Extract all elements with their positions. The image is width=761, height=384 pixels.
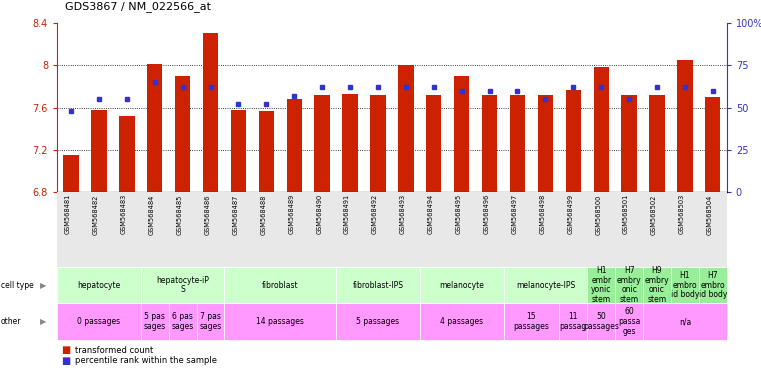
Text: hepatocyte: hepatocyte bbox=[78, 281, 120, 290]
Text: n/a: n/a bbox=[679, 317, 691, 326]
Bar bbox=[677, 60, 693, 192]
Text: H1
embr
yonic
stem: H1 embr yonic stem bbox=[591, 266, 611, 304]
Text: GSM568484: GSM568484 bbox=[148, 194, 154, 235]
Bar bbox=[371, 95, 386, 192]
Text: ▶: ▶ bbox=[40, 317, 46, 326]
Bar bbox=[482, 95, 497, 192]
Text: GSM568481: GSM568481 bbox=[65, 194, 71, 235]
Text: ▶: ▶ bbox=[40, 281, 46, 290]
Text: GSM568492: GSM568492 bbox=[372, 194, 378, 235]
Text: 5 pas
sages: 5 pas sages bbox=[144, 312, 166, 331]
Text: percentile rank within the sample: percentile rank within the sample bbox=[75, 356, 217, 366]
Text: GSM568503: GSM568503 bbox=[679, 194, 685, 235]
Text: GSM568493: GSM568493 bbox=[400, 194, 406, 234]
Bar bbox=[538, 95, 553, 192]
Text: melanocyte-IPS: melanocyte-IPS bbox=[516, 281, 575, 290]
Text: GSM568490: GSM568490 bbox=[316, 194, 322, 235]
Text: H1
embro
id body: H1 embro id body bbox=[670, 271, 699, 299]
Text: GSM568495: GSM568495 bbox=[456, 194, 462, 235]
Bar bbox=[259, 111, 274, 192]
Bar bbox=[314, 95, 330, 192]
Text: hepatocyte-iP
S: hepatocyte-iP S bbox=[156, 276, 209, 295]
Text: GSM568496: GSM568496 bbox=[483, 194, 489, 235]
Text: GSM568502: GSM568502 bbox=[651, 194, 657, 235]
Bar bbox=[649, 95, 664, 192]
Text: GSM568486: GSM568486 bbox=[205, 194, 211, 235]
Text: GSM568504: GSM568504 bbox=[707, 194, 713, 235]
Bar bbox=[398, 65, 413, 192]
Text: 4 passages: 4 passages bbox=[440, 317, 483, 326]
Text: 0 passages: 0 passages bbox=[78, 317, 120, 326]
Bar bbox=[622, 95, 637, 192]
Text: fibroblast: fibroblast bbox=[262, 281, 298, 290]
Bar bbox=[231, 109, 246, 192]
Text: melanocyte: melanocyte bbox=[439, 281, 484, 290]
Text: GSM568487: GSM568487 bbox=[232, 194, 238, 235]
Bar bbox=[203, 33, 218, 192]
Text: GSM568498: GSM568498 bbox=[540, 194, 546, 235]
Text: GSM568489: GSM568489 bbox=[288, 194, 295, 235]
Bar bbox=[510, 95, 525, 192]
Text: 5 passages: 5 passages bbox=[356, 317, 400, 326]
Bar bbox=[594, 67, 609, 192]
Bar bbox=[565, 89, 581, 192]
Text: GSM568499: GSM568499 bbox=[567, 194, 573, 234]
Text: 14 passages: 14 passages bbox=[256, 317, 304, 326]
Bar bbox=[175, 76, 190, 192]
Text: H7
embro
id body: H7 embro id body bbox=[699, 271, 727, 299]
Text: GSM568482: GSM568482 bbox=[93, 194, 99, 235]
Text: ■: ■ bbox=[61, 345, 70, 355]
Text: 15
passages: 15 passages bbox=[514, 312, 549, 331]
Text: GSM568491: GSM568491 bbox=[344, 194, 350, 234]
Text: 60
passa
ges: 60 passa ges bbox=[618, 308, 640, 336]
Text: GSM568488: GSM568488 bbox=[260, 194, 266, 235]
Text: H9
embry
onic
stem: H9 embry onic stem bbox=[645, 266, 670, 304]
Bar bbox=[91, 109, 107, 192]
Text: GSM568501: GSM568501 bbox=[623, 194, 629, 235]
Text: GSM568485: GSM568485 bbox=[177, 194, 183, 235]
Bar bbox=[147, 64, 162, 192]
Text: 50
passages: 50 passages bbox=[583, 312, 619, 331]
Text: GSM568500: GSM568500 bbox=[595, 194, 601, 235]
Text: GSM568497: GSM568497 bbox=[511, 194, 517, 235]
Text: 7 pas
sages: 7 pas sages bbox=[199, 312, 221, 331]
Text: GDS3867 / NM_022566_at: GDS3867 / NM_022566_at bbox=[65, 1, 211, 12]
Bar bbox=[426, 95, 441, 192]
Text: cell type: cell type bbox=[1, 281, 33, 290]
Text: H7
embry
onic
stem: H7 embry onic stem bbox=[616, 266, 642, 304]
Bar bbox=[119, 116, 135, 192]
Text: ■: ■ bbox=[61, 356, 70, 366]
Bar bbox=[342, 94, 358, 192]
Text: transformed count: transformed count bbox=[75, 346, 153, 355]
Text: other: other bbox=[1, 317, 21, 326]
Text: 11
passag: 11 passag bbox=[559, 312, 587, 331]
Text: GSM568494: GSM568494 bbox=[428, 194, 434, 235]
Text: fibroblast-IPS: fibroblast-IPS bbox=[352, 281, 403, 290]
Bar bbox=[705, 97, 721, 192]
Bar bbox=[63, 155, 78, 192]
Text: GSM568483: GSM568483 bbox=[121, 194, 127, 235]
Text: 6 pas
sages: 6 pas sages bbox=[171, 312, 194, 331]
Bar bbox=[454, 76, 470, 192]
Bar bbox=[287, 99, 302, 192]
